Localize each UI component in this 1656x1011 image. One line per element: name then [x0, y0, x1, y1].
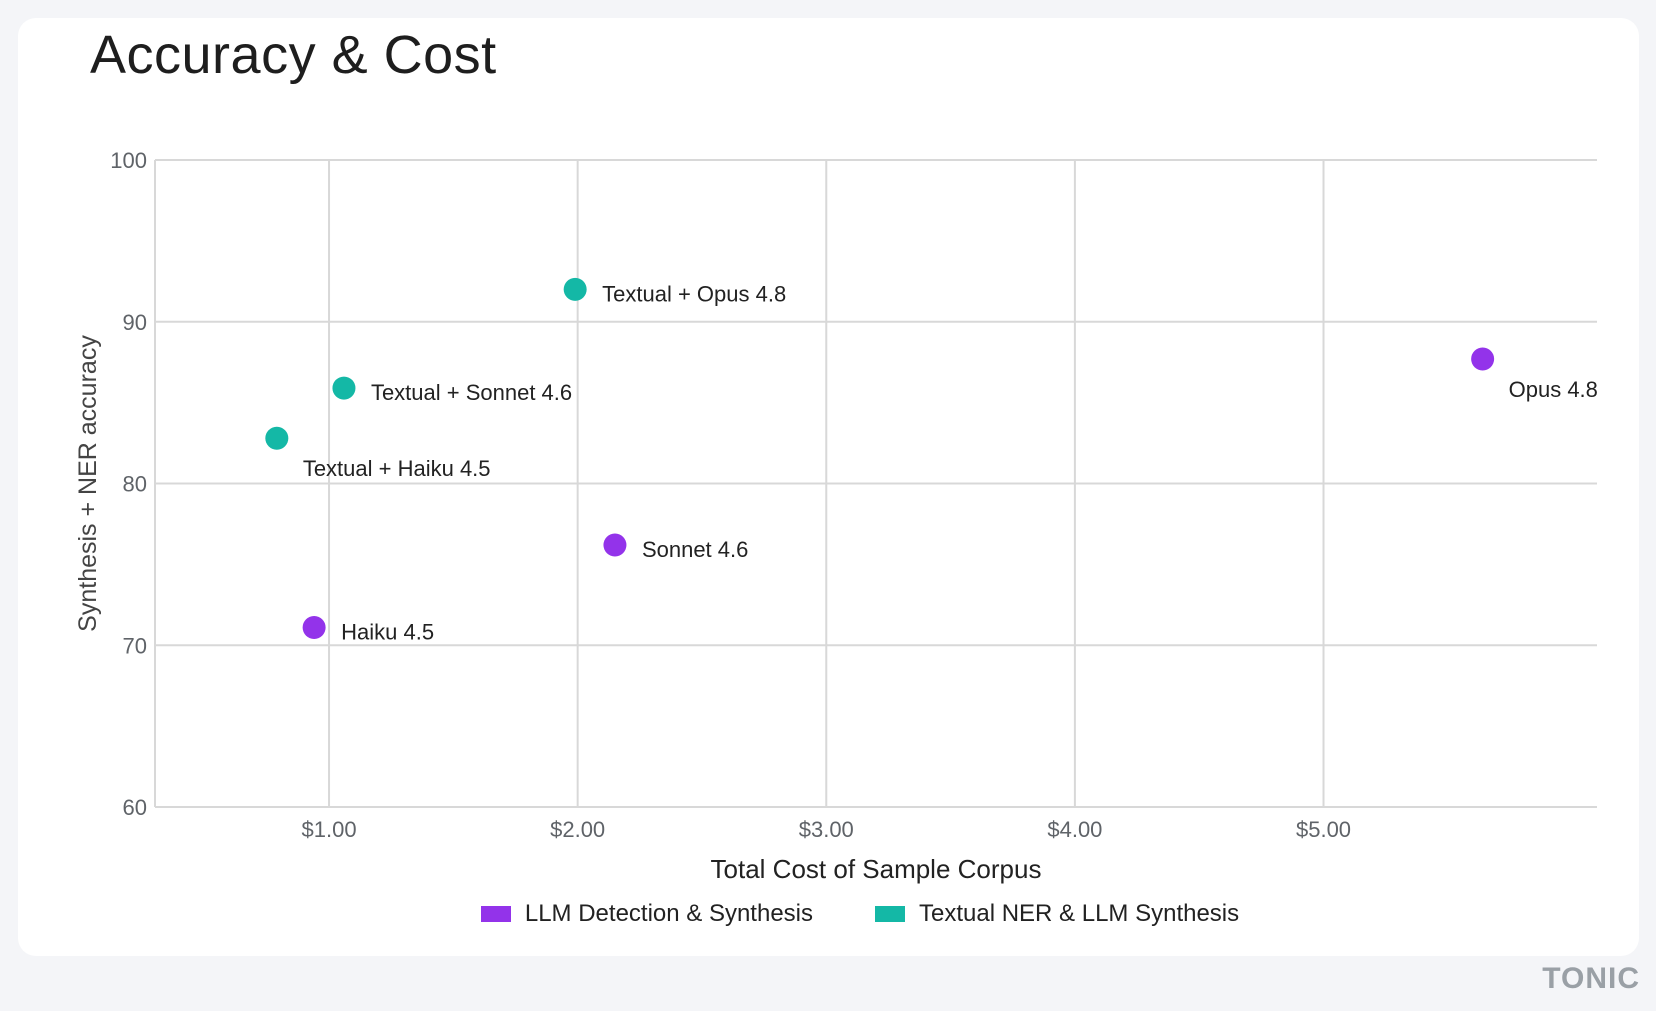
chart-legend: LLM Detection & Synthesis Textual NER & … — [0, 900, 1656, 928]
tonic-logo: TONIC — [1542, 962, 1640, 995]
y-tick-label: 90 — [123, 310, 147, 335]
y-tick-label: 80 — [123, 472, 147, 497]
y-tick-label: 100 — [110, 148, 147, 173]
data-point — [563, 277, 587, 301]
data-point — [332, 376, 356, 400]
x-tick-label: $4.00 — [1047, 817, 1102, 842]
data-label: Textual + Haiku 4.5 — [303, 456, 491, 481]
data-label: Opus 4.8 — [1509, 377, 1598, 402]
data-label: Sonnet 4.6 — [642, 537, 748, 562]
x-tick-label: $2.00 — [550, 817, 605, 842]
x-axis-title: Total Cost of Sample Corpus — [711, 854, 1042, 884]
x-tick-label: $5.00 — [1296, 817, 1351, 842]
legend-label-textual: Textual NER & LLM Synthesis — [919, 900, 1240, 927]
data-label: Textual + Sonnet 4.6 — [371, 380, 572, 405]
legend-label-llm: LLM Detection & Synthesis — [524, 900, 813, 927]
data-point — [1471, 347, 1495, 371]
y-tick-label: 70 — [123, 633, 147, 658]
chart-title: Accuracy & Cost — [90, 25, 497, 85]
chart-card — [18, 18, 1639, 956]
data-point — [603, 533, 627, 557]
legend-item-textual[interactable]: Textual NER & LLM Synthesis — [875, 900, 1239, 928]
data-point — [302, 615, 326, 639]
x-tick-label: $3.00 — [799, 817, 854, 842]
x-tick-label: $1.00 — [302, 817, 357, 842]
legend-swatch-textual — [875, 906, 905, 922]
y-axis-title: Synthesis + NER accuracy — [74, 335, 102, 632]
data-point — [265, 426, 289, 450]
data-label: Haiku 4.5 — [341, 619, 434, 644]
data-label: Textual + Opus 4.8 — [602, 281, 786, 306]
legend-swatch-llm — [480, 906, 511, 922]
legend-item-llm[interactable]: LLM Detection & Synthesis — [480, 900, 813, 928]
y-tick-label: 60 — [123, 795, 147, 820]
